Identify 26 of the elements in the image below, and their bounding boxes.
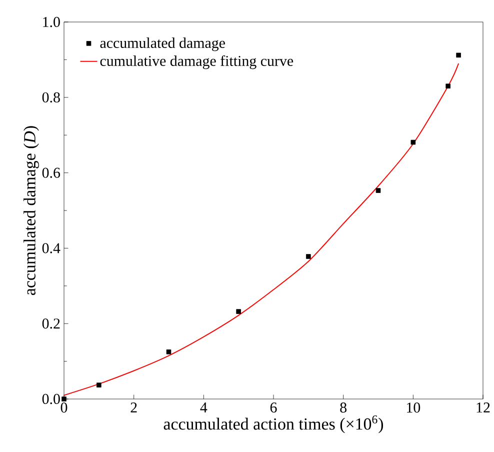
point bbox=[96, 382, 102, 388]
x-tick-label: 12 bbox=[476, 402, 490, 412]
point bbox=[446, 84, 450, 88]
x-axis-title: accumulated action times (×10$^{6}$) bbox=[164, 415, 384, 434]
y-tick-label: 0.6 bbox=[42, 168, 60, 178]
point bbox=[62, 396, 66, 402]
point bbox=[410, 140, 416, 145]
legend-label: accumulated damage bbox=[100, 38, 225, 52]
point bbox=[236, 309, 241, 314]
x-tick-label: 4 bbox=[200, 402, 208, 412]
point bbox=[166, 349, 172, 354]
x-tick-label: 6 bbox=[270, 402, 277, 413]
x-tick-label: 2 bbox=[130, 402, 137, 412]
y-tick-label: 0.8 bbox=[42, 92, 60, 102]
x-tick-label: 10 bbox=[407, 402, 420, 413]
y-tick-label: 1.0 bbox=[43, 16, 60, 28]
y-tick-label: 0.0 bbox=[42, 394, 60, 404]
x-tick-label: 0 bbox=[60, 402, 68, 413]
point bbox=[456, 52, 461, 58]
y-tick-label: 0.4 bbox=[42, 243, 60, 254]
x-tick-label: 8 bbox=[340, 402, 347, 413]
point bbox=[306, 254, 311, 259]
y-tick-label: 0.2 bbox=[42, 318, 60, 329]
y-axis-title: accumulated damage (D) bbox=[24, 126, 39, 296]
legend-label: cumulative damage fitting curve bbox=[100, 55, 294, 70]
point bbox=[376, 188, 381, 193]
